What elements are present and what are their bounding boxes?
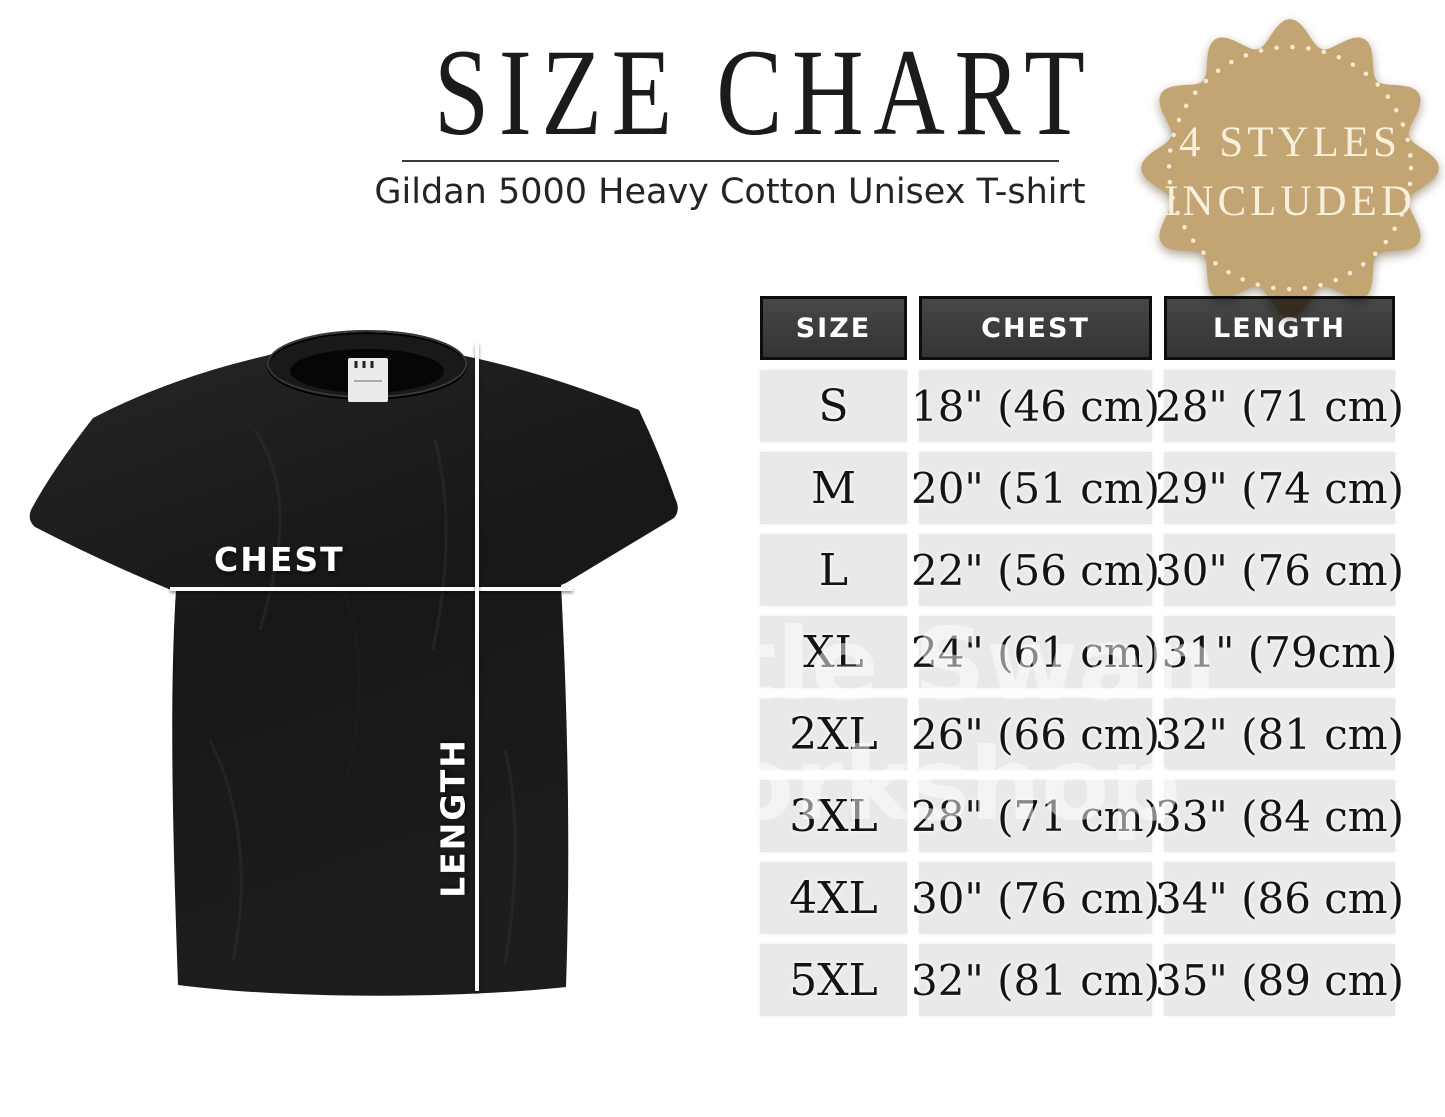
cell-size: 2XL — [760, 698, 907, 770]
chest-measure-line — [170, 587, 573, 591]
column-header-size: SIZE — [760, 296, 907, 360]
cell-chest: 28" (71 cm) — [911, 780, 1160, 852]
length-line-label: LENGTH — [433, 738, 473, 898]
cell-length: 30" (76 cm) — [1155, 534, 1404, 606]
page-title: SIZE CHART — [434, 24, 1095, 161]
cell-length: 31" (79cm) — [1162, 616, 1397, 688]
badge-scallop-shape — [1141, 19, 1439, 317]
cell-chest: 26" (66 cm) — [911, 698, 1160, 770]
badge-line1: 4 STYLES — [1179, 119, 1401, 166]
cell-chest: 20" (51 cm) — [911, 452, 1160, 524]
badge-seal — [1141, 19, 1439, 317]
cell-length: 35" (89 cm) — [1155, 944, 1404, 1016]
cell-size: 3XL — [760, 780, 907, 852]
cell-chest: 18" (46 cm) — [911, 370, 1160, 442]
badge-text: 4 STYLES INCLUDED — [1134, 5, 1445, 331]
title-divider — [402, 160, 1059, 162]
cell-size: XL — [760, 616, 907, 688]
cell-chest: 30" (76 cm) — [911, 862, 1160, 934]
collar-tag — [348, 358, 388, 402]
tshirt-folds — [208, 429, 517, 966]
cell-length: 34" (86 cm) — [1155, 862, 1404, 934]
cell-size: 4XL — [760, 862, 907, 934]
cell-size: S — [760, 370, 907, 442]
cell-length: 29" (74 cm) — [1155, 452, 1404, 524]
badge-line2: INCLUDED — [1164, 178, 1416, 225]
size-table: SIZE CHEST LENGTH S 18" (46 cm) 28" (71 cm… — [760, 296, 1404, 1016]
tshirt-body — [29, 341, 678, 996]
cell-chest: 24" (61 cm) — [911, 616, 1160, 688]
cell-length: 28" (71 cm) — [1155, 370, 1404, 442]
length-measure-line — [475, 343, 479, 991]
cell-length: 32" (81 cm) — [1155, 698, 1404, 770]
column-header-chest: CHEST — [919, 296, 1152, 360]
cell-length: 33" (84 cm) — [1155, 780, 1404, 852]
page-subtitle: Gildan 5000 Heavy Cotton Unisex T-shirt — [374, 172, 1086, 212]
badge-dotted-ring — [1166, 44, 1414, 292]
styles-included-badge: 4 STYLES INCLUDED — [1134, 5, 1445, 331]
cell-size: L — [760, 534, 907, 606]
cell-chest: 22" (56 cm) — [911, 534, 1160, 606]
cell-size: M — [760, 452, 907, 524]
cell-chest: 32" (81 cm) — [911, 944, 1160, 1016]
cell-size: 5XL — [760, 944, 907, 1016]
tshirt-graphic — [29, 330, 678, 996]
chest-line-label: CHEST — [214, 540, 345, 579]
